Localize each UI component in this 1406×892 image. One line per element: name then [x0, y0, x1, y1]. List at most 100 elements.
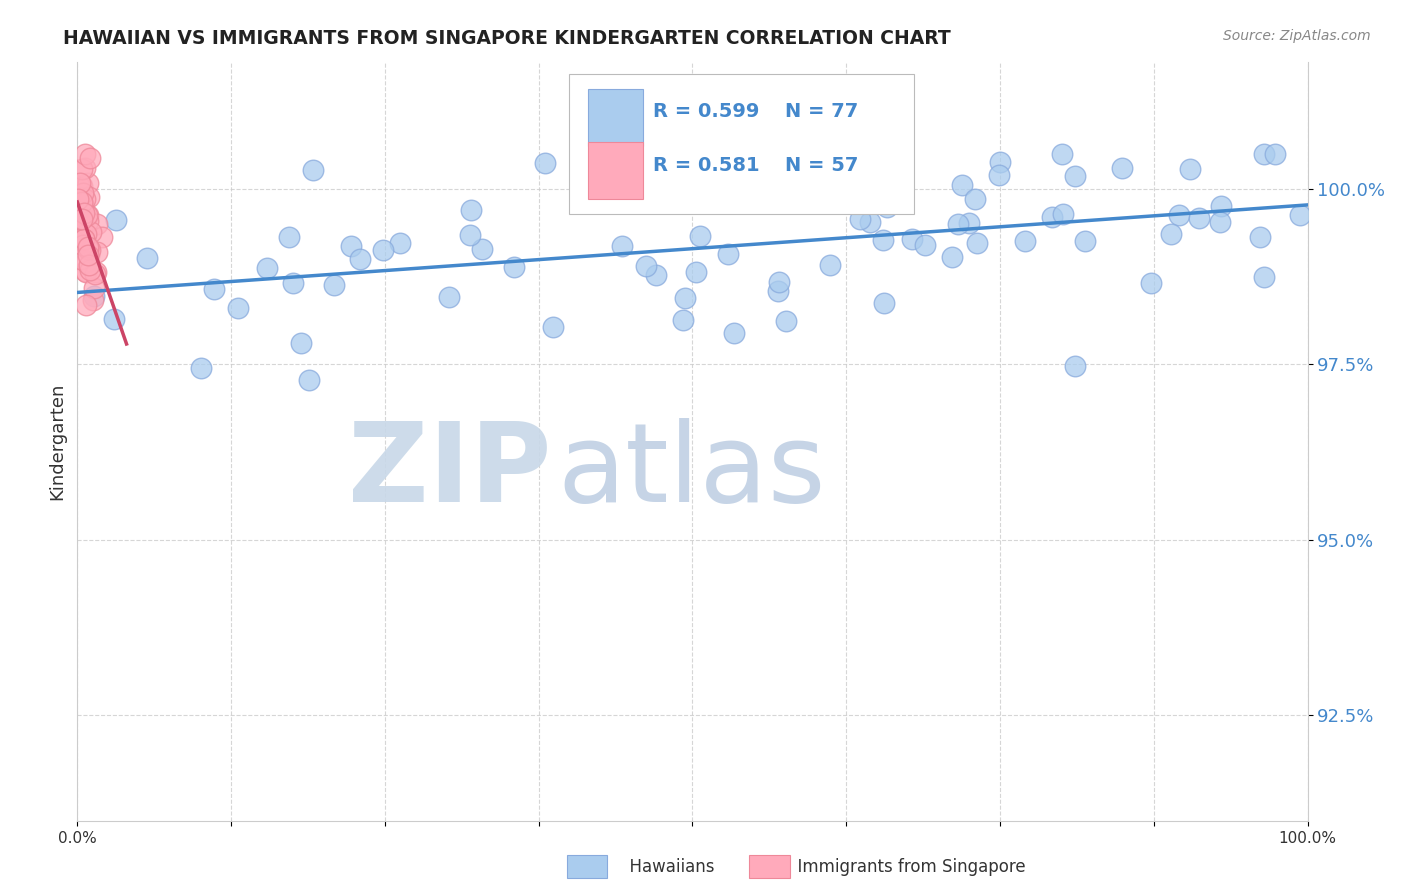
Point	[1160, 227, 1182, 241]
Point	[610, 238, 633, 252]
Point	[70, 252, 93, 267]
Point	[1063, 169, 1085, 183]
Point	[322, 277, 344, 292]
Point	[73, 161, 96, 175]
Point	[645, 268, 668, 282]
Point	[136, 251, 159, 265]
FancyBboxPatch shape	[588, 142, 644, 199]
Point	[72, 219, 94, 234]
Point	[1140, 276, 1163, 290]
Point	[73, 264, 96, 278]
Point	[73, 192, 96, 206]
Point	[73, 232, 96, 246]
Point	[1064, 359, 1087, 373]
Point	[1264, 146, 1286, 161]
Point	[634, 259, 657, 273]
Point	[957, 215, 980, 229]
Point	[988, 154, 1011, 169]
Point	[80, 225, 103, 239]
Point	[70, 179, 93, 194]
Point	[543, 320, 565, 334]
Point	[987, 168, 1010, 182]
Point	[72, 212, 94, 227]
Point	[872, 296, 894, 310]
Point	[77, 258, 100, 272]
Point	[202, 281, 225, 295]
Point	[1289, 208, 1312, 222]
Point	[86, 217, 108, 231]
Point	[256, 260, 278, 275]
Point	[69, 200, 91, 214]
Point	[77, 247, 100, 261]
Text: R = 0.581: R = 0.581	[654, 156, 759, 175]
Point	[77, 214, 100, 228]
Text: atlas: atlas	[557, 418, 825, 525]
Text: N = 77: N = 77	[785, 102, 858, 121]
Point	[685, 265, 707, 279]
FancyBboxPatch shape	[588, 89, 644, 145]
Point	[373, 243, 395, 257]
Point	[297, 373, 319, 387]
Point	[79, 189, 101, 203]
Point	[77, 240, 100, 254]
Point	[644, 174, 666, 188]
Point	[679, 186, 702, 200]
Point	[534, 156, 557, 170]
Point	[723, 326, 745, 340]
Point	[1040, 210, 1063, 224]
Point	[675, 292, 697, 306]
Point	[966, 235, 988, 250]
Point	[76, 208, 98, 222]
Point	[471, 242, 494, 256]
Point	[69, 199, 91, 213]
Point	[69, 180, 91, 194]
Point	[75, 255, 97, 269]
Text: R = 0.599: R = 0.599	[654, 102, 759, 121]
Point	[70, 162, 93, 177]
Point	[914, 238, 936, 252]
Text: Source: ZipAtlas.com: Source: ZipAtlas.com	[1223, 29, 1371, 43]
Text: N = 57: N = 57	[785, 156, 858, 175]
Point	[717, 247, 740, 261]
Point	[79, 243, 101, 257]
Point	[70, 235, 93, 249]
Point	[803, 146, 825, 161]
Text: 100.0%: 100.0%	[1278, 831, 1337, 847]
Point	[76, 242, 98, 256]
Point	[77, 176, 100, 190]
Point	[503, 260, 526, 274]
Point	[69, 211, 91, 226]
Point	[872, 233, 894, 247]
Text: ZIP: ZIP	[347, 418, 551, 525]
Point	[1168, 208, 1191, 222]
Point	[281, 277, 304, 291]
Point	[941, 250, 963, 264]
Point	[848, 211, 870, 226]
Point	[84, 264, 107, 278]
Point	[83, 281, 105, 295]
Point	[1249, 230, 1271, 244]
Point	[876, 200, 898, 214]
Point	[950, 178, 973, 193]
Point	[69, 176, 91, 190]
Point	[1208, 215, 1230, 229]
Point	[302, 162, 325, 177]
Point	[77, 209, 100, 223]
Point	[75, 227, 97, 241]
Point	[86, 244, 108, 259]
Point	[72, 238, 94, 252]
Point	[72, 202, 94, 217]
Point	[1178, 161, 1201, 176]
Text: 0.0%: 0.0%	[58, 831, 97, 847]
Point	[768, 285, 790, 299]
Point	[801, 171, 824, 186]
Point	[901, 232, 924, 246]
Point	[69, 208, 91, 222]
Point	[70, 221, 93, 235]
Point	[672, 313, 695, 327]
Text: HAWAIIAN VS IMMIGRANTS FROM SINGAPORE KINDERGARTEN CORRELATION CHART: HAWAIIAN VS IMMIGRANTS FROM SINGAPORE KI…	[63, 29, 950, 47]
Text: Hawaiians: Hawaiians	[619, 858, 714, 876]
FancyBboxPatch shape	[569, 74, 914, 214]
Point	[67, 192, 90, 206]
Point	[69, 197, 91, 211]
